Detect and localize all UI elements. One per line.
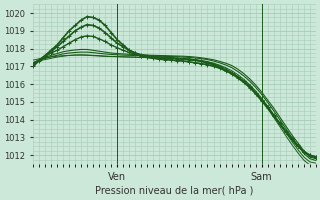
X-axis label: Pression niveau de la mer( hPa ): Pression niveau de la mer( hPa ) xyxy=(95,186,253,196)
